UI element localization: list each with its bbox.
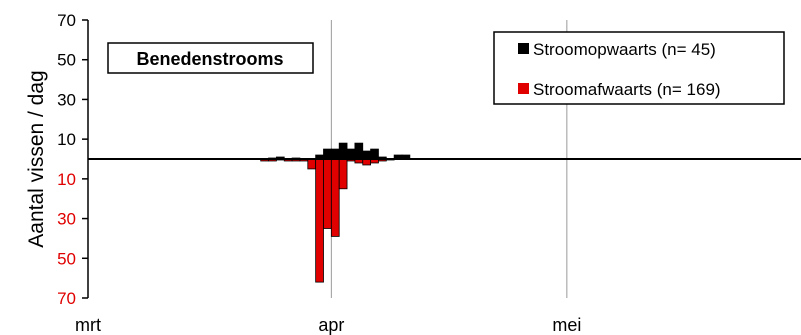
legend: Stroomopwaarts (n= 45) Stroomafwaarts (n…	[493, 31, 785, 105]
bar-stroomafwaarts	[323, 158, 332, 229]
y-tick-label: 30	[57, 210, 76, 229]
y-tick-label: 10	[57, 170, 76, 189]
axes	[87, 20, 801, 298]
bar-stroomopwaarts	[338, 142, 348, 160]
legend-swatch-stroomafwaarts	[518, 83, 529, 94]
legend-label-stroomopwaarts: Stroomopwaarts (n= 45)	[533, 40, 716, 59]
panel-title-box: Benedenstrooms	[107, 42, 314, 74]
y-tick-label: 50	[57, 249, 76, 268]
bar-stroomafwaarts	[338, 158, 348, 190]
bar-stroomafwaarts	[315, 158, 324, 283]
legend-box	[493, 31, 785, 105]
bar-stroomopwaarts	[346, 148, 356, 160]
y-tick-label: 10	[57, 130, 76, 149]
y-tick-label: 30	[57, 90, 76, 109]
bar-stroomafwaarts	[330, 158, 340, 237]
x-tick-label: apr	[318, 315, 344, 335]
chart-title: Benedenstrooms	[136, 49, 283, 69]
bar-stroomopwaarts	[330, 148, 340, 160]
bar-stroomopwaarts	[362, 150, 371, 160]
legend-swatch-stroomopwaarts	[518, 43, 529, 54]
x-ticks: mrt apr mei	[75, 315, 581, 335]
y-tick-label: 50	[57, 51, 76, 70]
bars	[260, 142, 411, 283]
bar-stroomopwaarts	[370, 148, 379, 160]
y-tick-label: 70	[57, 11, 76, 30]
y-axis-label: Aantal vissen / dag	[25, 70, 48, 247]
x-tick-label: mei	[552, 315, 581, 335]
legend-label-stroomafwaarts: Stroomafwaarts (n= 169)	[533, 80, 721, 99]
y-ticks: 70 50 30 10 10 30 50 70	[57, 11, 88, 308]
x-tick-label: mrt	[75, 315, 101, 335]
y-tick-label: 70	[57, 289, 76, 308]
bar-stroomopwaarts	[354, 142, 364, 160]
bar-stroomafwaarts	[307, 158, 317, 170]
bar-stroomopwaarts	[323, 148, 332, 160]
